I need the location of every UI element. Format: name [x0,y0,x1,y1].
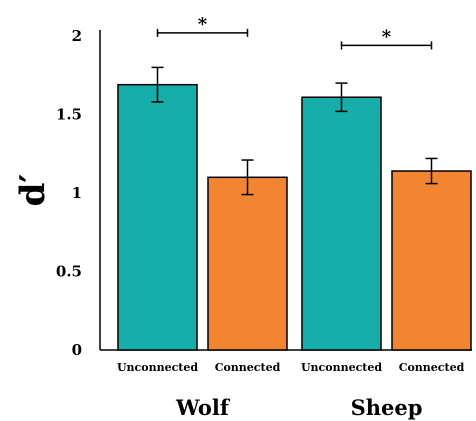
significance-star: * [382,26,392,47]
y-tick-labels: 0 0.5 1 1.5 2 [56,27,82,359]
category-labels: Unconnected Connected Unconnected Connected [117,361,465,374]
y-tick-label: 0.5 [56,263,82,281]
category-label: Unconnected [117,361,198,374]
category-label: Connected [399,361,465,374]
y-axis-label: d′ [13,174,53,207]
y-tick-label: 2 [72,27,82,45]
group-labels: Wolf Sheep [175,395,422,420]
bar-sheep-unconnected [301,96,382,351]
significance-brackets: ** [156,14,433,50]
bar-sheep-connected [391,170,472,351]
group-label-wolf: Wolf [175,395,231,420]
significance-star: * [198,14,208,35]
y-tick-label: 1.5 [56,106,82,124]
group-label-sheep: Sheep [351,395,423,420]
category-label: Connected [215,361,281,374]
bars [117,83,472,351]
error-bars [151,66,438,196]
bar-wolf-connected [207,176,288,351]
y-tick-label: 1 [72,184,82,202]
y-tick-label: 0 [72,341,82,359]
bar-wolf-unconnected [117,83,198,351]
category-label: Unconnected [301,361,382,374]
